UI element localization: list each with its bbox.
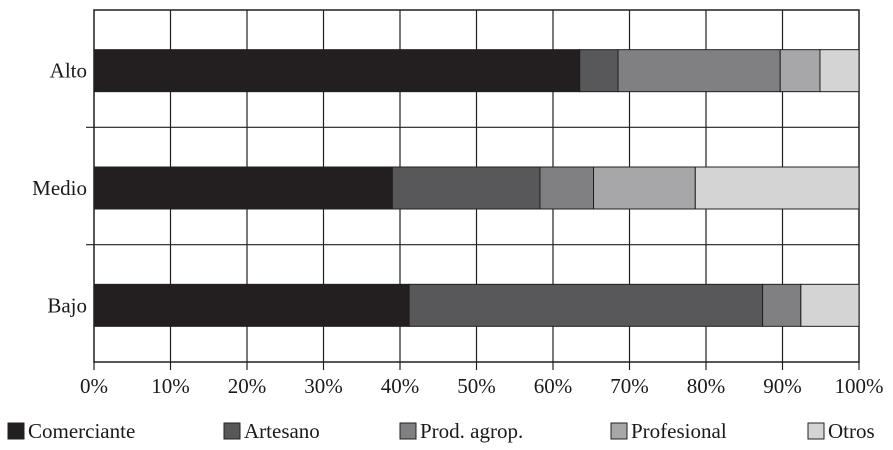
x-tick-label: 70% <box>610 374 649 398</box>
bar-segment-prod-agrop-medio <box>539 166 595 210</box>
legend-swatch <box>399 422 417 440</box>
bar-segment-artesano-alto <box>579 49 619 93</box>
legend: Comerciante Artesano Prod. agrop. Profesion… <box>7 419 875 443</box>
x-tick-label: 20% <box>228 374 267 398</box>
legend-swatch <box>7 422 25 440</box>
category-label: Alto <box>50 59 87 83</box>
bar-segment-otros-bajo <box>800 283 860 327</box>
bar-segment-prod-agrop-alto <box>617 49 781 93</box>
legend-label: Prod. agrop. <box>420 419 523 443</box>
legend-swatch <box>223 422 241 440</box>
x-tick-label: 90% <box>763 374 802 398</box>
legend-swatch <box>807 422 825 440</box>
axes: 0% 10% 20% 30% 40% 50% 60% 70% 80% 90% 100% Alto Med… <box>32 59 883 398</box>
bar-segment-comerciante-alto <box>93 49 581 93</box>
bar-segment-profesional-alto <box>779 49 821 93</box>
bar-segment-comerciante-bajo <box>93 283 410 327</box>
bar-segment-prod-agrop-bajo <box>762 283 802 327</box>
legend-label: Artesano <box>244 419 320 443</box>
x-tick-label: 0% <box>80 374 108 398</box>
x-tick-label: 40% <box>381 374 420 398</box>
bar-segment-comerciante-medio <box>93 166 393 210</box>
legend-label: Otros <box>828 419 875 443</box>
bar-segment-profesional-medio <box>593 166 696 210</box>
bar-segment-otros-medio <box>694 166 860 210</box>
x-tick-label: 100% <box>835 374 884 398</box>
legend-label: Comerciante <box>28 419 135 443</box>
legend-swatch <box>610 422 628 440</box>
x-tick-label: 60% <box>534 374 573 398</box>
bar-segment-artesano-medio <box>391 166 541 210</box>
category-label: Bajo <box>47 293 87 317</box>
x-tick-label: 80% <box>687 374 726 398</box>
category-label: Medio <box>32 176 87 200</box>
bars <box>93 49 860 327</box>
bar-segment-otros-alto <box>819 49 860 93</box>
bar-segment-artesano-bajo <box>408 283 764 327</box>
x-tick-label: 30% <box>304 374 343 398</box>
legend-label: Profesional <box>631 419 727 443</box>
x-tick-label: 10% <box>151 374 190 398</box>
x-tick-label: 50% <box>457 374 496 398</box>
